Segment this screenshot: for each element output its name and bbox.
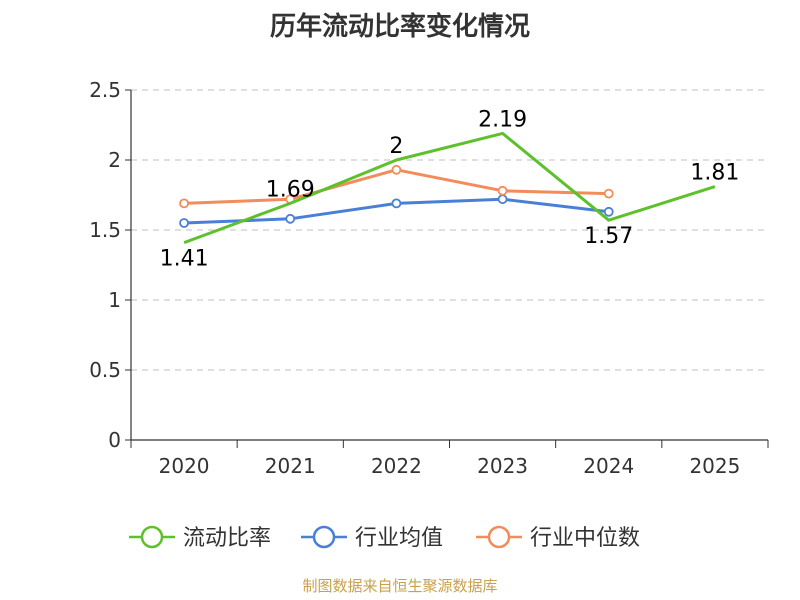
legend-label-行业均值: 行业均值 [355,526,443,551]
data-label-2021: 1.69 [266,177,315,202]
point-行业均值-2023 [497,194,508,205]
x-tick-label-2021: 2021 [265,454,316,478]
series-line-流动比率 [183,131,716,245]
y-tick-label-0.5: 0.5 [89,358,121,382]
legend-marker-行业中位数 [487,525,511,549]
legend-label-流动比率: 流动比率 [183,526,271,551]
legend-marker-流动比率 [140,525,164,549]
point-行业中位数-2024 [603,188,614,199]
legend-marker-行业均值 [312,525,336,549]
legend-item-行业中位数: 行业中位数 [476,525,640,551]
legend-item-行业均值: 行业均值 [301,525,443,551]
y-tick-label-2.5: 2.5 [89,78,121,102]
point-行业均值-2022 [391,198,402,209]
x-tick-label-2024: 2024 [583,454,634,478]
data-label-2022: 2 [389,134,403,159]
point-行业均值-2021 [285,213,296,224]
x-tick-label-2023: 2023 [477,454,528,478]
data-labels: 1.41 1.69 2 2.19 1.57 1.81 [160,107,740,271]
data-label-2024: 1.57 [584,224,633,249]
y-tick-label-2: 2 [108,148,121,172]
y-tick-label-0: 0 [108,428,121,452]
series-line-行业中位数 [184,168,609,205]
point-行业中位数-2022 [391,164,402,175]
data-label-2020: 1.41 [160,247,209,272]
legend-item-流动比率: 流动比率 [129,525,271,551]
y-tick-label-1.5: 1.5 [89,218,121,242]
grid-lines [131,89,768,371]
data-label-2025: 1.81 [690,161,739,186]
point-行业均值-2024 [603,206,614,217]
source-note: 制图数据来自恒生聚源数据库 [302,577,498,595]
legend-label-行业中位数: 行业中位数 [530,526,640,551]
legend: 流动比率 行业均值 行业中位数 [129,525,640,551]
data-label-2023: 2.19 [478,107,527,132]
series-lines [179,131,716,245]
point-行业中位数-2020 [179,198,189,209]
y-tick-label-1: 1 [108,288,121,312]
x-tick-label-2020: 2020 [159,454,210,478]
chart-title: 历年流动比率变化情况 [269,12,530,42]
point-行业中位数-2023 [497,185,508,196]
x-tick-label-2022: 2022 [371,454,422,478]
axes: 0 0.5 1 1.5 2 2.5 2020 2021 2022 2023 2024 2025 [89,78,769,478]
x-tick-label-2025: 2025 [689,454,740,478]
point-行业均值-2020 [179,218,189,228]
